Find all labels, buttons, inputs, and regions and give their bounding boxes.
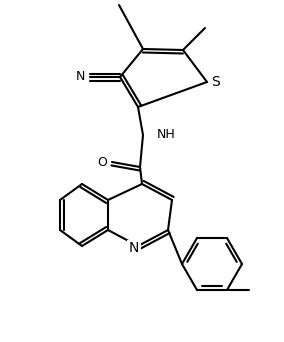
Text: O: O [97,156,107,169]
Text: S: S [211,75,219,89]
Text: N: N [75,70,85,83]
Text: NH: NH [157,129,176,142]
Text: N: N [129,241,139,255]
